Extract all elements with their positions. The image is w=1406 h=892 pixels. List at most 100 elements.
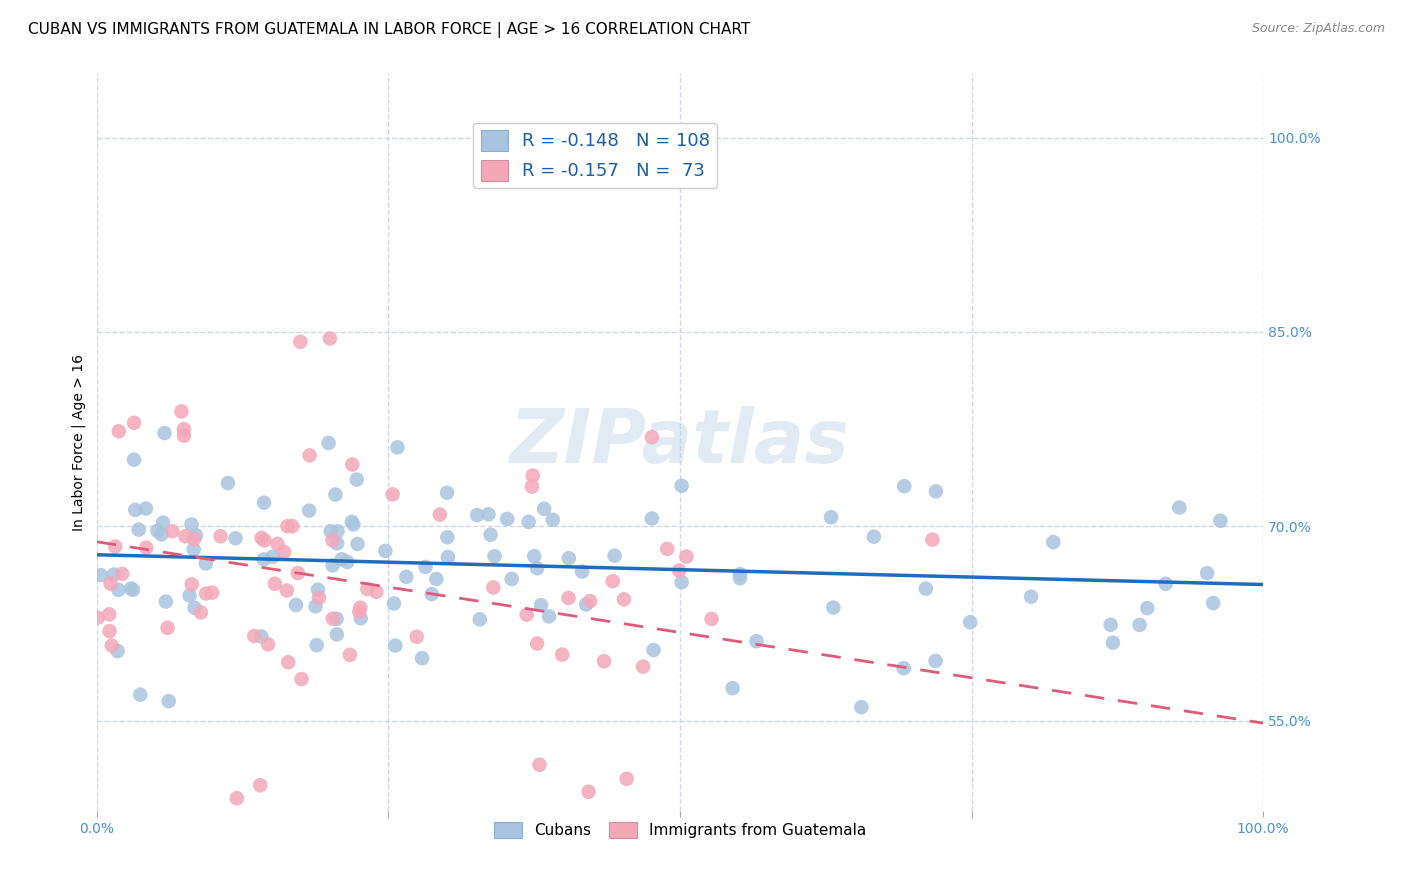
Point bbox=[851, 700, 873, 714]
Point bbox=[190, 606, 212, 620]
Point bbox=[257, 637, 280, 651]
Point bbox=[307, 582, 329, 597]
Point bbox=[465, 508, 488, 522]
Point bbox=[305, 638, 328, 652]
Point bbox=[924, 654, 946, 668]
Point bbox=[366, 584, 388, 599]
Point bbox=[914, 582, 936, 596]
Point bbox=[107, 644, 129, 658]
Point bbox=[675, 549, 697, 564]
Point bbox=[243, 629, 266, 643]
Point bbox=[183, 533, 205, 547]
Point bbox=[1197, 566, 1219, 580]
Point bbox=[98, 607, 121, 622]
Point bbox=[330, 552, 353, 566]
Point bbox=[820, 510, 842, 524]
Point bbox=[290, 672, 312, 686]
Point bbox=[124, 503, 146, 517]
Point bbox=[180, 517, 202, 532]
Text: Source: ZipAtlas.com: Source: ZipAtlas.com bbox=[1251, 22, 1385, 36]
Point bbox=[122, 452, 145, 467]
Point bbox=[194, 557, 217, 571]
Point bbox=[468, 612, 491, 626]
Point bbox=[173, 428, 195, 442]
Legend: Cubans, Immigrants from Guatemala: Cubans, Immigrants from Guatemala bbox=[488, 816, 872, 844]
Point bbox=[342, 517, 364, 532]
Point bbox=[643, 643, 665, 657]
Point bbox=[253, 496, 276, 510]
Point bbox=[1136, 601, 1159, 615]
Point bbox=[298, 503, 321, 517]
Point bbox=[304, 599, 326, 614]
Point bbox=[224, 531, 246, 545]
Point bbox=[537, 609, 560, 624]
Point bbox=[266, 537, 288, 551]
Point bbox=[420, 587, 443, 601]
Point bbox=[436, 530, 458, 544]
Point bbox=[319, 524, 342, 539]
Point bbox=[173, 422, 195, 436]
Point bbox=[277, 655, 299, 669]
Point bbox=[382, 597, 405, 611]
Point bbox=[411, 651, 433, 665]
Point bbox=[700, 612, 723, 626]
Point bbox=[342, 458, 364, 472]
Point bbox=[721, 681, 744, 695]
Point bbox=[122, 582, 145, 597]
Point bbox=[100, 639, 122, 653]
Point bbox=[339, 648, 361, 662]
Point bbox=[298, 448, 321, 462]
Point bbox=[1042, 535, 1064, 549]
Point bbox=[530, 599, 553, 613]
Point bbox=[98, 624, 121, 639]
Point bbox=[921, 533, 943, 547]
Point bbox=[671, 575, 693, 590]
Point bbox=[183, 600, 205, 615]
Point bbox=[321, 533, 343, 548]
Point bbox=[349, 600, 371, 615]
Point bbox=[179, 589, 201, 603]
Point bbox=[250, 531, 273, 545]
Point bbox=[135, 541, 157, 555]
Point bbox=[349, 605, 371, 619]
Point bbox=[893, 661, 915, 675]
Point bbox=[201, 585, 224, 599]
Point bbox=[209, 529, 232, 543]
Point bbox=[526, 636, 548, 650]
Point bbox=[571, 565, 593, 579]
Point bbox=[111, 566, 134, 581]
Point bbox=[631, 659, 654, 673]
Point bbox=[217, 475, 239, 490]
Point bbox=[603, 549, 626, 563]
Point bbox=[602, 574, 624, 589]
Point bbox=[107, 582, 129, 597]
Point bbox=[641, 430, 664, 444]
Text: CUBAN VS IMMIGRANTS FROM GUATEMALA IN LABOR FORCE | AGE > 16 CORRELATION CHART: CUBAN VS IMMIGRANTS FROM GUATEMALA IN LA… bbox=[28, 22, 751, 38]
Point bbox=[90, 568, 112, 582]
Point bbox=[526, 561, 548, 575]
Point bbox=[262, 549, 284, 564]
Point bbox=[157, 694, 180, 708]
Point bbox=[613, 592, 636, 607]
Point bbox=[429, 508, 451, 522]
Point bbox=[541, 513, 564, 527]
Point bbox=[1102, 635, 1125, 649]
Point bbox=[100, 576, 122, 591]
Point bbox=[180, 577, 202, 591]
Point bbox=[657, 541, 679, 556]
Point bbox=[319, 331, 342, 345]
Point bbox=[326, 524, 349, 539]
Point bbox=[287, 566, 309, 580]
Point bbox=[195, 586, 218, 600]
Point bbox=[558, 551, 581, 566]
Point bbox=[135, 501, 157, 516]
Point bbox=[575, 598, 598, 612]
Point bbox=[387, 441, 409, 455]
Point bbox=[340, 515, 363, 529]
Text: ZIPatlas: ZIPatlas bbox=[510, 406, 851, 479]
Point bbox=[322, 612, 344, 626]
Point bbox=[103, 567, 125, 582]
Point bbox=[285, 598, 308, 612]
Point bbox=[170, 404, 193, 418]
Point bbox=[436, 485, 458, 500]
